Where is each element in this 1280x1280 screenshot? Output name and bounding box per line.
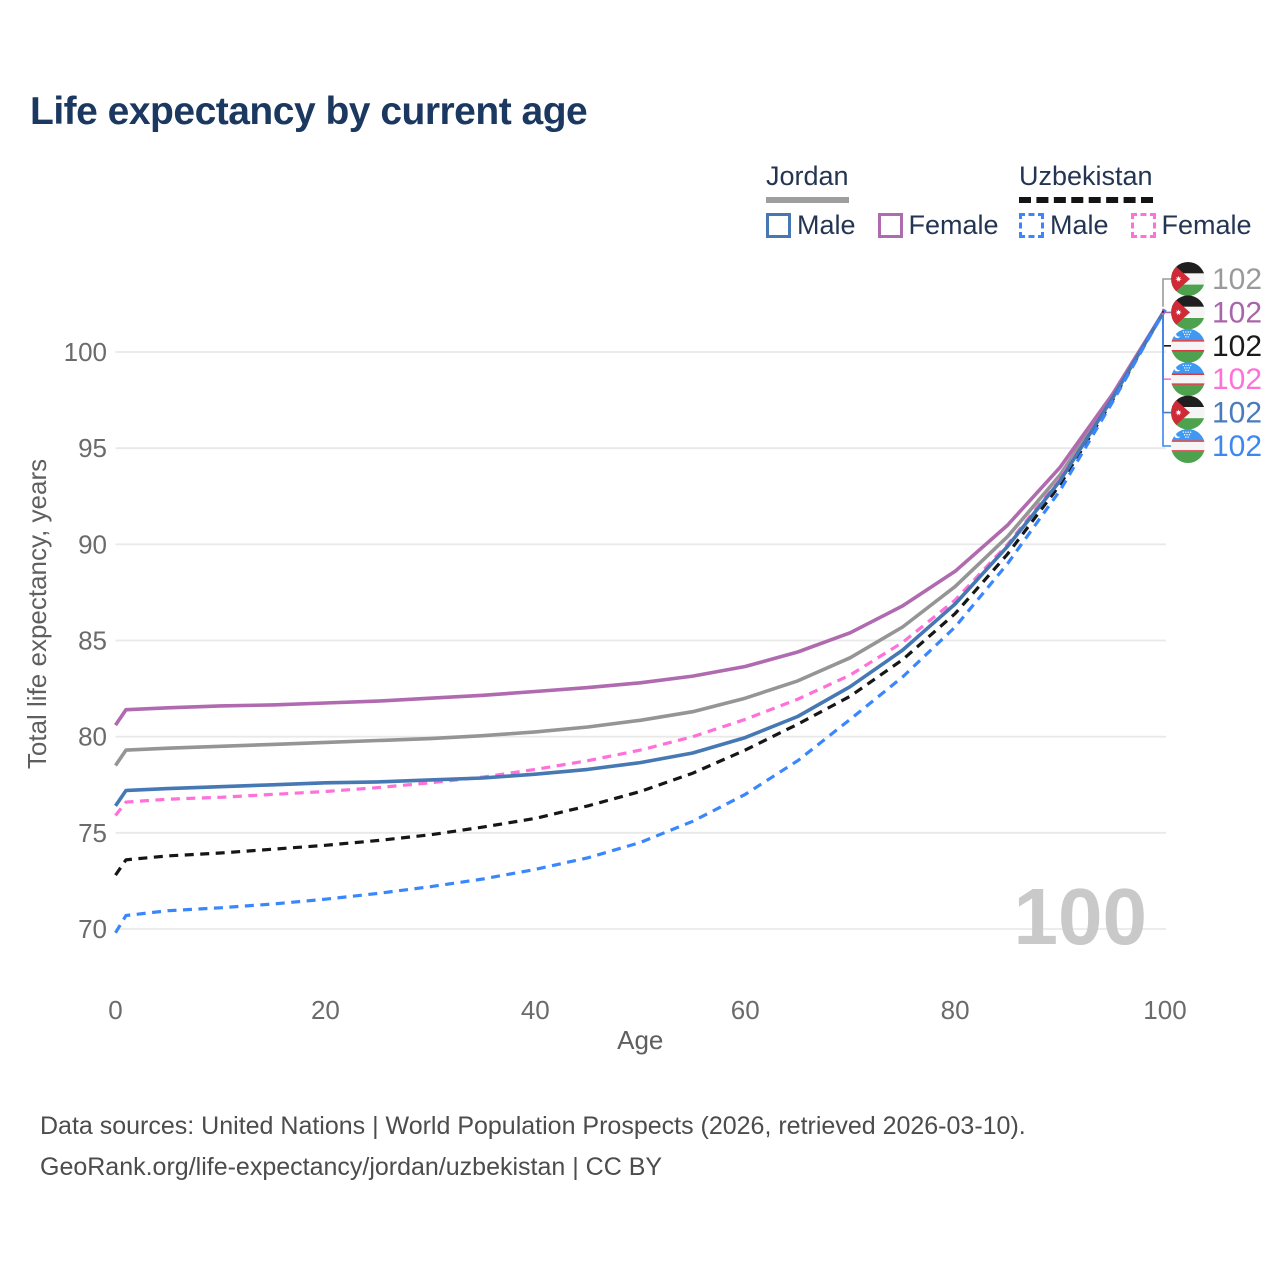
- legend-item-jordan-male[interactable]: Male: [766, 210, 856, 241]
- y-tick-label: 100: [64, 337, 107, 367]
- legend-swatch-jordan-female: [877, 213, 903, 238]
- series-line-jordan-female: [114, 308, 1167, 727]
- end-value-label[interactable]: 102: [1212, 296, 1262, 329]
- x-tick-label: 20: [311, 995, 340, 1025]
- legend-label-uzbekistan-male: Male: [1050, 210, 1109, 240]
- y-tick-label: 70: [78, 914, 107, 944]
- legend-group-jordan: Jordan Male Female: [766, 161, 999, 241]
- y-tick-label: 90: [78, 529, 107, 559]
- flag-icon-jordan: [1171, 262, 1205, 296]
- chart-attribution: Data sources: United Nations | World Pop…: [40, 1106, 1026, 1188]
- legend-group-uzbekistan: Uzbekistan Male Female: [1019, 161, 1252, 241]
- end-label-connector: [1162, 316, 1171, 447]
- x-tick-label: 100: [1143, 995, 1186, 1025]
- x-tick-label: 40: [521, 995, 550, 1025]
- series-line-uzbekistan-all-: [114, 308, 1167, 877]
- end-label-connector: [1162, 278, 1171, 307]
- end-value-label[interactable]: 102: [1212, 397, 1262, 430]
- legend-item-uzbekistan-male[interactable]: Male: [1019, 210, 1109, 241]
- y-tick-label: 75: [78, 818, 107, 848]
- flag-icon-jordan: [1171, 295, 1205, 330]
- end-label-connector: [1162, 314, 1171, 414]
- y-tick-label: 85: [78, 626, 107, 656]
- legend-swatch-uzbekistan-male: [1019, 213, 1044, 238]
- legend-label-jordan-male: Male: [797, 210, 856, 240]
- flag-icon-uzbekistan: [1171, 328, 1205, 363]
- x-tick-label: 80: [941, 995, 970, 1025]
- y-tick-label: 95: [78, 433, 107, 463]
- x-tick-label: 0: [108, 995, 122, 1025]
- x-axis-title: Age: [617, 1025, 663, 1055]
- flag-icon-uzbekistan: [1171, 429, 1205, 463]
- legend-item-jordan-female[interactable]: Female: [877, 210, 999, 241]
- series-line-jordan-all-: [114, 308, 1167, 767]
- end-value-label[interactable]: 102: [1212, 330, 1262, 363]
- end-value-label[interactable]: 102: [1212, 363, 1262, 396]
- end-value-label[interactable]: 102: [1212, 430, 1262, 463]
- hover-age-watermark: 100: [1014, 872, 1147, 961]
- series-line-jordan-male: [114, 308, 1167, 807]
- y-axis-title: Total life expectancy, years: [22, 459, 52, 769]
- series-line-uzbekistan-male: [114, 308, 1167, 934]
- flag-icon-jordan: [1171, 395, 1205, 430]
- flag-icon-uzbekistan: [1171, 362, 1205, 397]
- x-tick-label: 60: [731, 995, 760, 1025]
- end-label-connector: [1162, 310, 1171, 347]
- legend-label-jordan-female: Female: [908, 210, 999, 240]
- legend-swatch-uzbekistan-female: [1130, 213, 1156, 238]
- legend-label-uzbekistan-female: Female: [1161, 210, 1252, 240]
- attribution-sources: Data sources: United Nations | World Pop…: [40, 1112, 1026, 1140]
- legend-country-uzbekistan[interactable]: Uzbekistan: [1019, 161, 1153, 203]
- end-value-label[interactable]: 102: [1212, 263, 1262, 296]
- legend-country-jordan[interactable]: Jordan: [766, 161, 849, 203]
- page-title: Life expectancy by current age: [30, 90, 588, 133]
- attribution-url: GeoRank.org/life-expectancy/jordan/uzbek…: [40, 1153, 663, 1181]
- legend-swatch-jordan-male: [766, 213, 791, 238]
- legend-item-uzbekistan-female[interactable]: Female: [1130, 210, 1252, 241]
- y-tick-label: 80: [78, 722, 107, 752]
